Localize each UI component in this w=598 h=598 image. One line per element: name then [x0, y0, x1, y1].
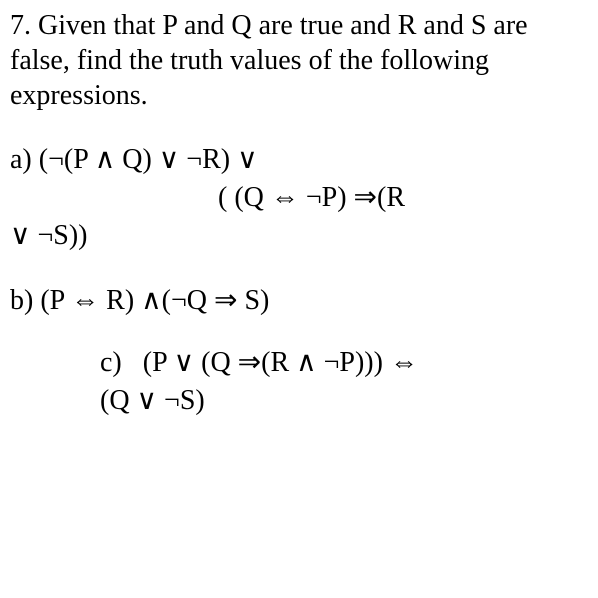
- part-a-label: a): [10, 144, 32, 175]
- part-a-expr-line1: (¬(P ∧ Q) ∨ ¬R) ∨: [39, 144, 258, 175]
- part-c: c) (P ∨ (Q ⇒(R ∧ ¬P))) ⇔ (Q ∨ ¬S): [10, 344, 588, 420]
- part-a-expr-line2: ( (Q ⇔ ¬P) ⇒(R: [10, 179, 588, 217]
- part-b: b) (P ⇔ R) ∧(¬Q ⇒ S): [10, 282, 588, 320]
- part-a: a) (¬(P ∧ Q) ∨ ¬R) ∨ ( (Q ⇔ ¬P) ⇒(R ∨ ¬S…: [10, 141, 588, 254]
- problem-statement: 7. Given that P and Q are true and R and…: [10, 8, 588, 113]
- problem-number: 7.: [10, 10, 31, 41]
- part-c-expr-line1: (P ∨ (Q ⇒(R ∧ ¬P))) ⇔: [143, 347, 418, 378]
- part-a-line1: a) (¬(P ∧ Q) ∨ ¬R) ∨: [10, 141, 588, 179]
- part-b-label: b): [10, 285, 33, 316]
- part-c-expr-line2: (Q ∨ ¬S): [100, 382, 588, 420]
- problem-text-content: Given that P and Q are true and R and S …: [10, 10, 528, 111]
- part-b-expr: (P ⇔ R) ∧(¬Q ⇒ S): [40, 285, 269, 316]
- part-a-expr-line3: ∨ ¬S)): [10, 217, 588, 255]
- part-c-label: c): [100, 347, 122, 378]
- part-c-line1: c) (P ∨ (Q ⇒(R ∧ ¬P))) ⇔: [100, 344, 588, 382]
